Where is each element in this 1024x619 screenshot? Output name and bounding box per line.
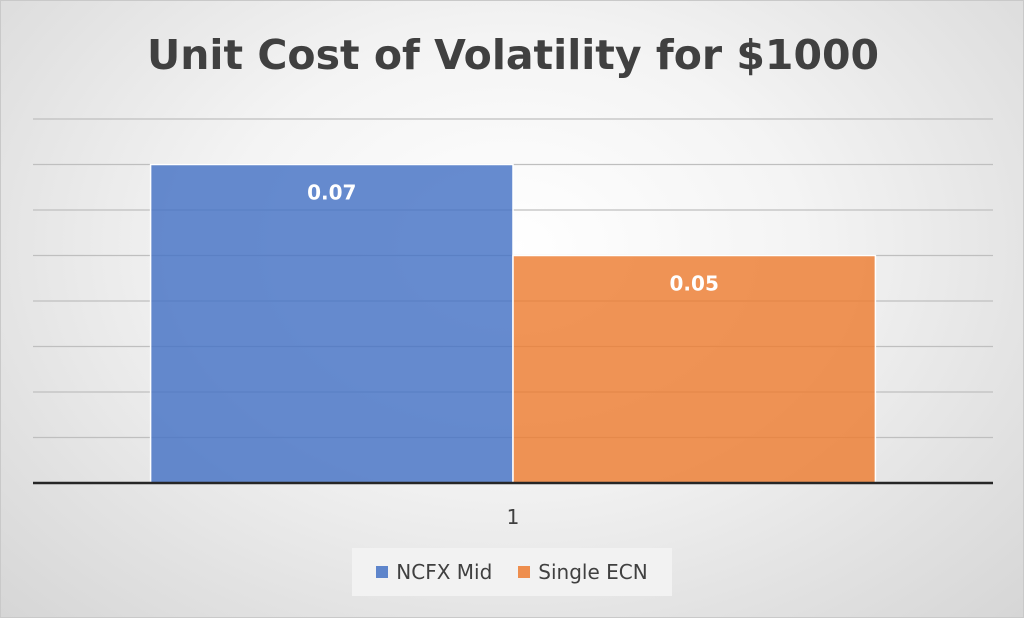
chart-title: Unit Cost of Volatility for $1000 [146,31,880,79]
x-tick-label: 1 [507,505,520,529]
legend-swatch [376,566,389,578]
data-label: 0.07 [307,181,356,205]
legend-label: NCFX Mid [396,560,493,584]
legend-item: NCFX Mid [376,560,492,584]
legend-label: Single ECN [538,560,648,584]
bar-single-ecn [512,254,877,484]
bars: 0.07 0.05 [149,163,877,484]
legend-swatch [518,566,531,578]
x-axis: 1 [33,481,993,529]
legend-item: Single ECN [518,560,648,584]
legend: NCFX Mid Single ECN [352,548,672,596]
bar-ncfx-mid [149,163,514,484]
data-label: 0.05 [670,272,719,296]
